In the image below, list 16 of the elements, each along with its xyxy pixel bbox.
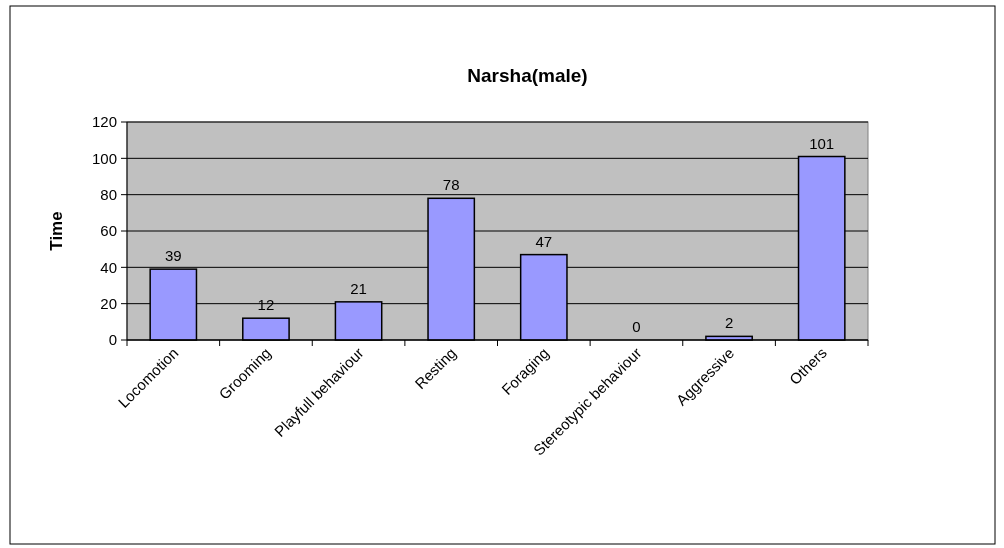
y-tick-label: 100 (91, 149, 117, 167)
data-label: 78 (442, 176, 460, 194)
y-tick-label: 40 (100, 258, 117, 276)
data-label: 2 (724, 314, 734, 332)
data-label: 39 (164, 247, 182, 265)
y-tick-label: 80 (100, 185, 117, 203)
data-label: 0 (632, 318, 641, 335)
y-axis-title: Time (47, 211, 66, 251)
y-tick-label: 0 (108, 331, 117, 349)
data-label: 101 (809, 134, 835, 152)
data-label: 21 (350, 279, 367, 297)
chart-title: Narsha(male) (467, 65, 588, 86)
y-tick-label: 120 (91, 113, 117, 131)
y-tick-label: 60 (100, 222, 117, 240)
y-tick-label: 20 (100, 294, 117, 312)
data-label: 47 (535, 232, 553, 250)
